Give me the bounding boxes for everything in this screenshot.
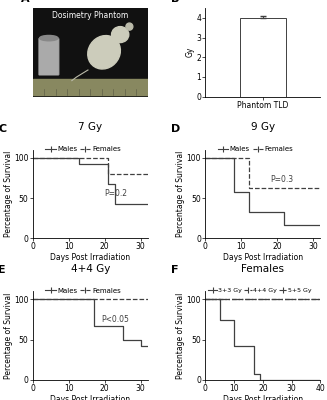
- Legend: 3+3 Gy, 4+4 Gy, 5+5 Gy: 3+3 Gy, 4+4 Gy, 5+5 Gy: [209, 288, 312, 293]
- Bar: [33, 79, 148, 95]
- X-axis label: Days Post Irradiation: Days Post Irradiation: [50, 253, 130, 262]
- Text: P=0.2: P=0.2: [105, 190, 128, 198]
- Y-axis label: Percentage of Survival: Percentage of Survival: [176, 292, 185, 379]
- Y-axis label: Gy: Gy: [186, 47, 195, 58]
- X-axis label: Days Post Irradiation: Days Post Irradiation: [223, 253, 303, 262]
- Title: 4+4 Gy: 4+4 Gy: [71, 264, 110, 274]
- Text: C: C: [0, 124, 6, 134]
- Legend: Males, Females: Males, Females: [45, 146, 121, 152]
- Text: F: F: [171, 266, 178, 276]
- Ellipse shape: [40, 36, 58, 41]
- Text: P=0.3: P=0.3: [270, 175, 293, 184]
- X-axis label: Days Post Irradiation: Days Post Irradiation: [223, 394, 303, 400]
- Y-axis label: Percentage of Survival: Percentage of Survival: [176, 151, 185, 237]
- Text: Dosimetry Phantom: Dosimetry Phantom: [52, 11, 129, 20]
- FancyBboxPatch shape: [39, 38, 59, 75]
- Title: Females: Females: [241, 264, 284, 274]
- Title: 9 Gy: 9 Gy: [251, 122, 275, 132]
- Text: P<0.05: P<0.05: [101, 315, 129, 324]
- Text: A: A: [21, 0, 30, 4]
- Bar: [240, 18, 285, 96]
- Ellipse shape: [112, 26, 129, 42]
- Ellipse shape: [88, 36, 120, 69]
- Title: 7 Gy: 7 Gy: [78, 122, 102, 132]
- Text: B: B: [171, 0, 179, 4]
- Legend: Males, Females: Males, Females: [218, 146, 293, 152]
- Legend: Males, Females: Males, Females: [45, 288, 121, 294]
- Y-axis label: Percentage of Survival: Percentage of Survival: [4, 292, 13, 379]
- Y-axis label: Percentage of Survival: Percentage of Survival: [4, 151, 13, 237]
- Text: E: E: [0, 266, 6, 276]
- Text: D: D: [171, 124, 180, 134]
- X-axis label: Days Post Irradiation: Days Post Irradiation: [50, 394, 130, 400]
- Ellipse shape: [126, 23, 133, 30]
